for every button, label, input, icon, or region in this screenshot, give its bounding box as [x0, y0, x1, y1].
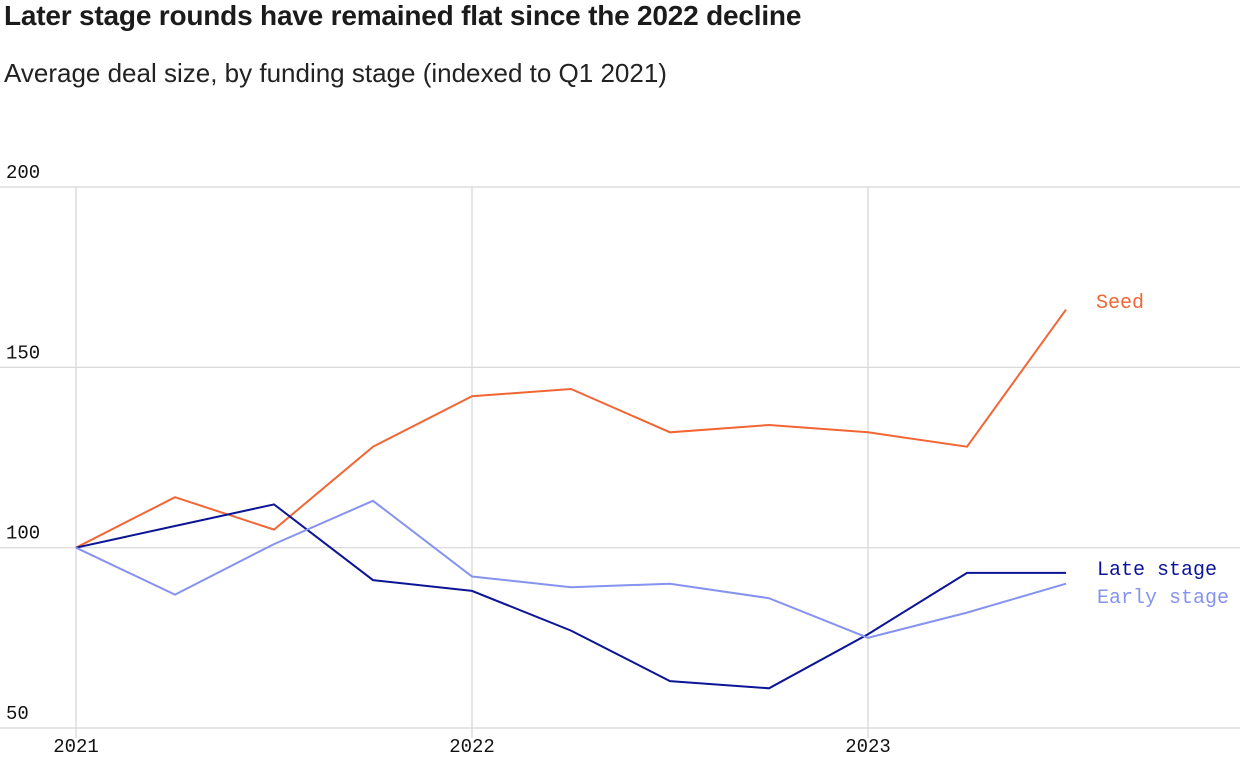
series-label-seed: Seed	[1096, 292, 1144, 315]
x-tick-label-2022: 2022	[449, 736, 495, 758]
series-line-early-stage	[75, 499, 1067, 639]
y-axis-ticks: 50 100 150 200	[6, 162, 40, 725]
series-label-early-stage: Early stage	[1097, 587, 1229, 610]
chart-title: Later stage rounds have remained flat si…	[4, 0, 802, 31]
y-tick-label-100: 100	[6, 523, 40, 545]
chart-subtitle: Average deal size, by funding stage (ind…	[4, 58, 667, 88]
series-label-late-stage: Late stage	[1097, 559, 1217, 582]
y-tick-label-200: 200	[6, 162, 40, 184]
x-tick-label-2021: 2021	[53, 736, 99, 758]
series-labels: Seed Late stage Early stage	[1096, 292, 1229, 610]
x-tick-label-2023: 2023	[845, 736, 891, 758]
y-tick-label-150: 150	[6, 342, 40, 364]
gridlines	[0, 186, 1240, 738]
series-line-late-stage	[75, 503, 1066, 690]
series-lines	[75, 309, 1067, 690]
series-line-seed	[75, 309, 1067, 549]
y-tick-label-50: 50	[6, 703, 29, 725]
x-axis-ticks: 2021 2022 2023	[53, 736, 891, 758]
